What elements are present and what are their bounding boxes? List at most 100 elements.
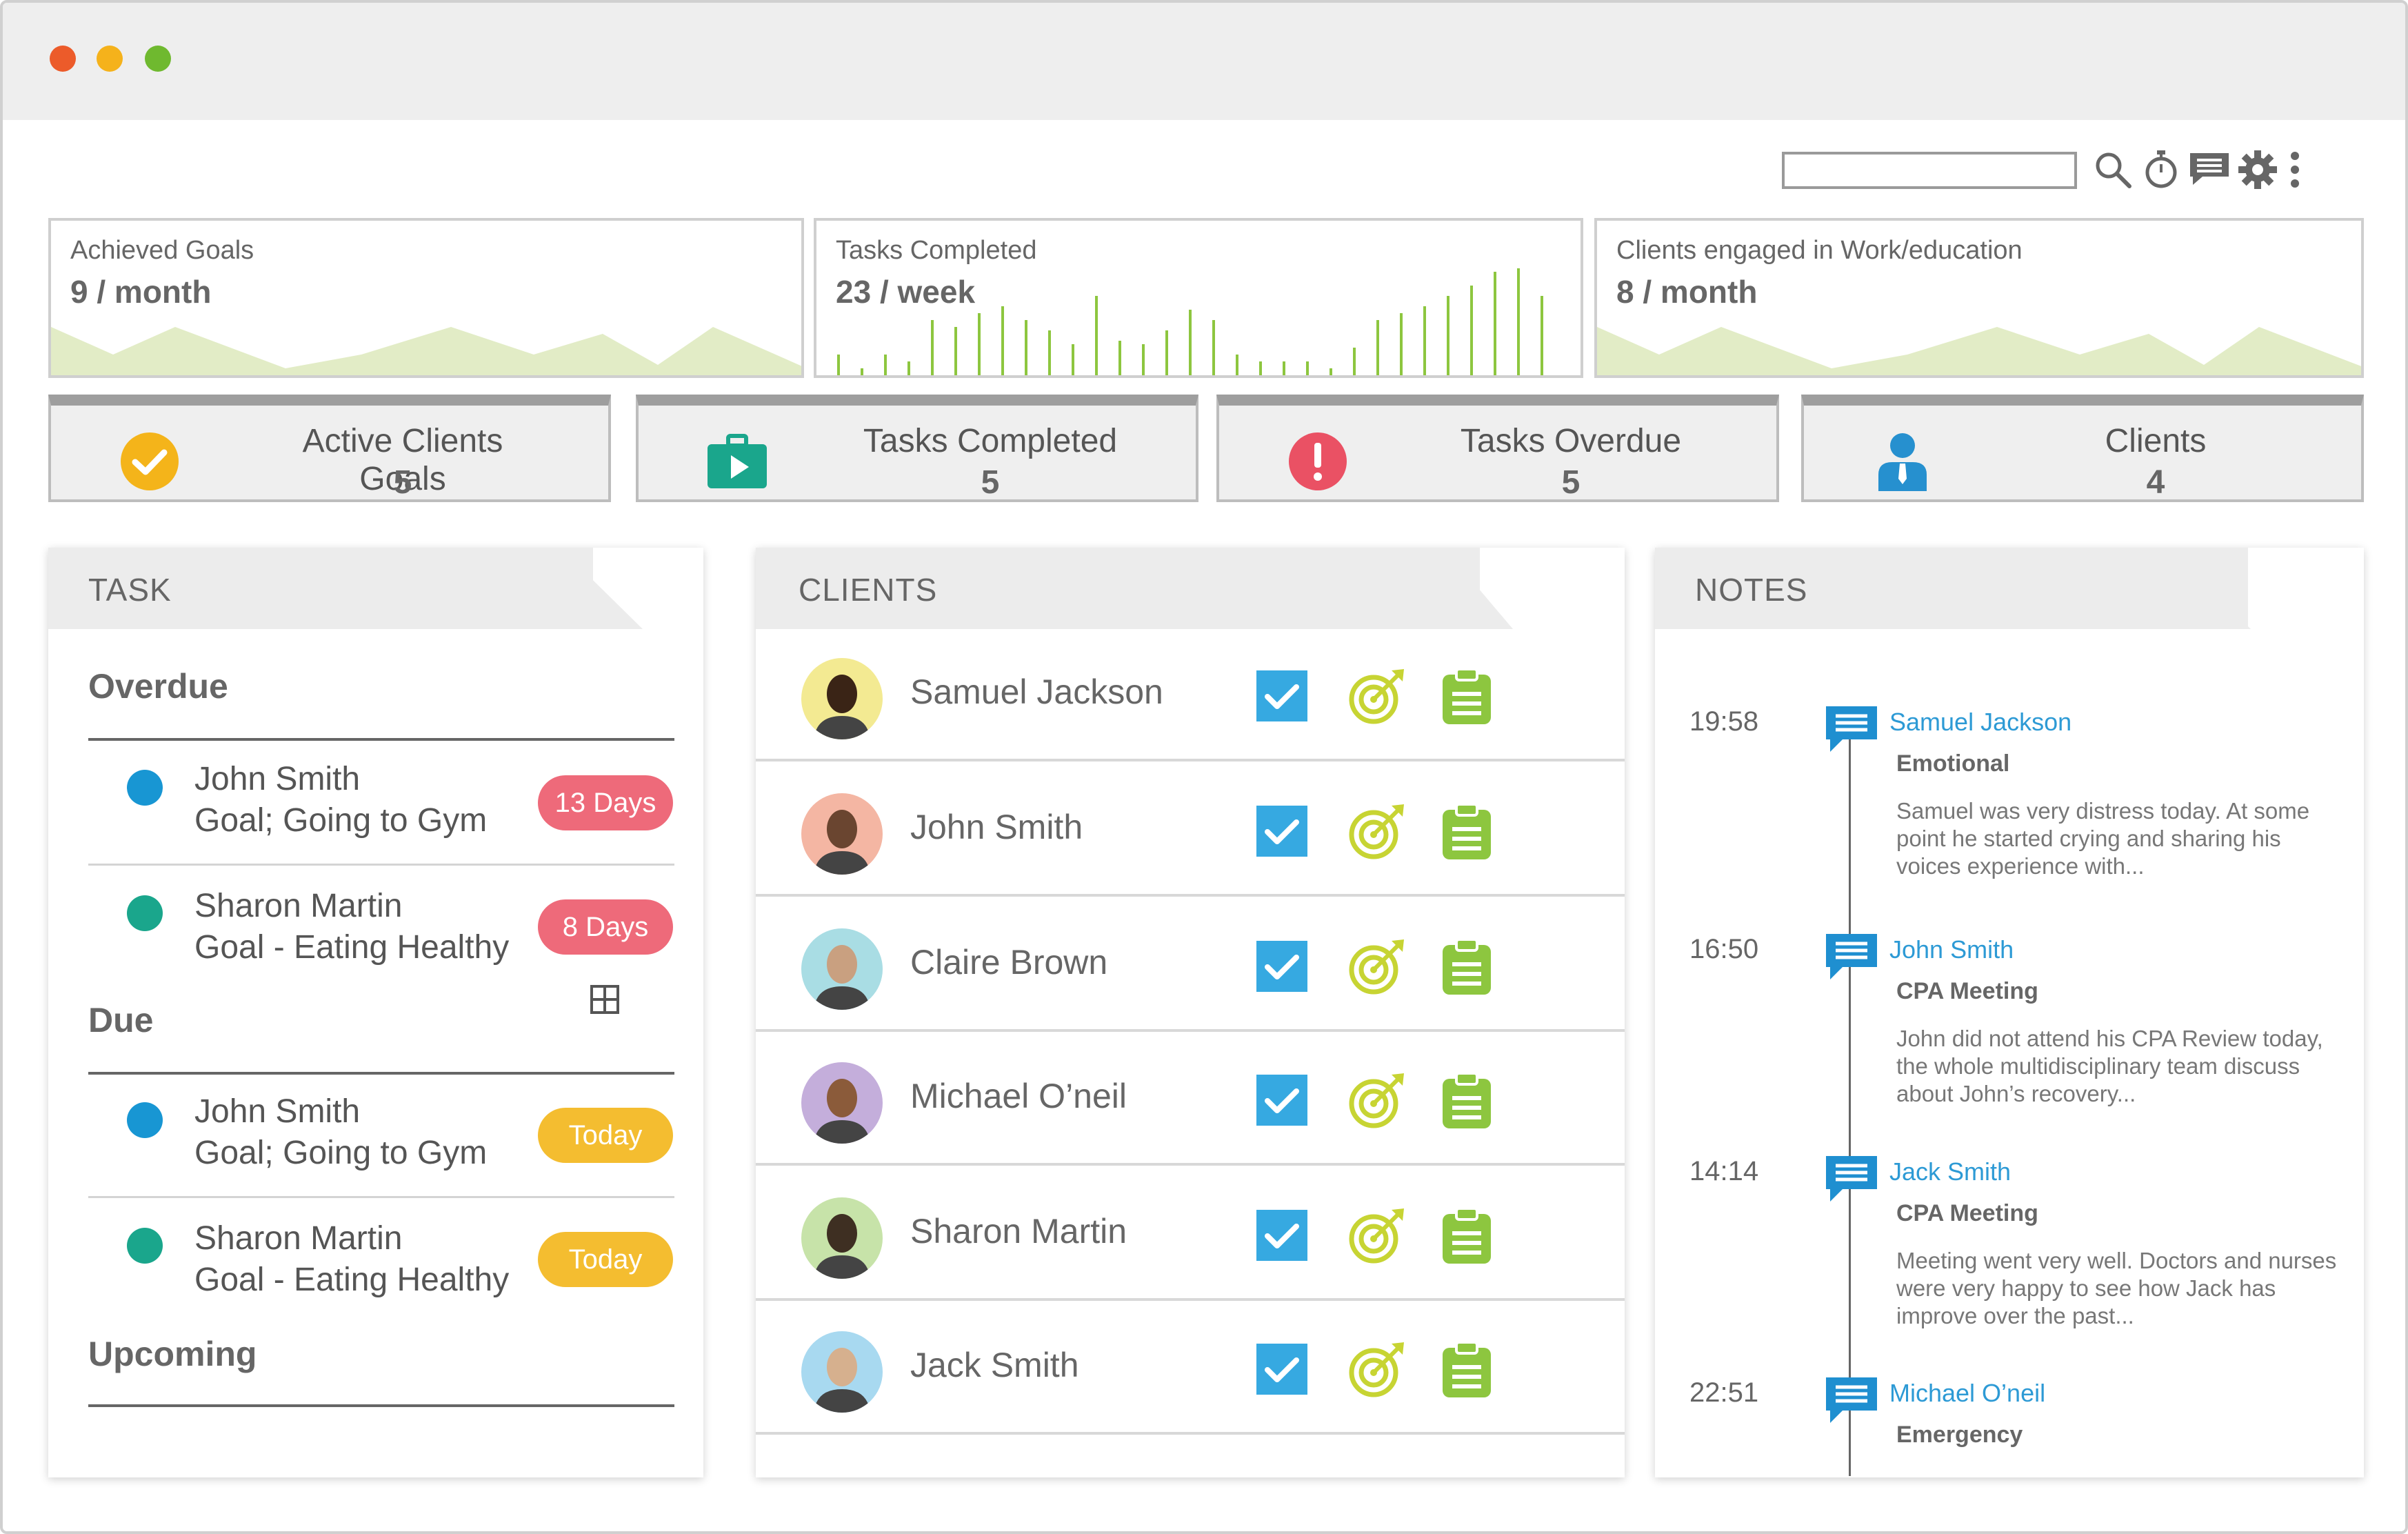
task-client-name: Sharon Martin <box>194 888 403 924</box>
kpi-active-clients-goals[interactable]: Active Clients Goals 5 <box>48 395 611 502</box>
person-icon <box>1878 433 1927 491</box>
client-name: Claire Brown <box>910 943 1108 982</box>
spark-bar <box>1330 368 1332 375</box>
client-row[interactable]: Samuel Jackson <box>756 629 1625 761</box>
search-input[interactable] <box>1782 152 2077 189</box>
target-goal-icon[interactable] <box>1347 1339 1407 1399</box>
spark-bar <box>1189 310 1192 375</box>
note-client-name[interactable]: Samuel Jackson <box>1889 708 2072 736</box>
minimize-window-button[interactable] <box>97 46 123 72</box>
clipboard-notes-icon[interactable] <box>1437 1206 1496 1265</box>
task-panel-header: TASK <box>48 548 643 629</box>
maximize-window-button[interactable] <box>145 46 171 72</box>
kpi-tasks-completed[interactable]: Tasks Completed 5 <box>636 395 1198 502</box>
note-time: 14:14 <box>1689 1156 1759 1186</box>
client-row[interactable]: Sharon Martin <box>756 1168 1625 1301</box>
note-client-name[interactable]: Michael O’neil <box>1889 1379 2046 1407</box>
briefcase-play-icon <box>708 434 767 488</box>
stat-card-clients-engaged: Clients engaged in Work/education 8 / mo… <box>1594 218 2364 378</box>
panel-title: CLIENTS <box>799 572 938 608</box>
kpi-value: 5 <box>981 464 1000 501</box>
checkbox-checked-icon[interactable] <box>1252 1339 1312 1399</box>
check-circle-icon <box>121 432 179 490</box>
section-upcoming: Upcoming <box>88 1335 257 1373</box>
panel-title: NOTES <box>1695 572 1808 608</box>
avatar <box>801 928 883 1010</box>
chat-icon[interactable] <box>2186 145 2233 195</box>
note-chat-icon <box>1826 1377 1877 1423</box>
clipboard-notes-icon[interactable] <box>1437 937 1496 996</box>
clipboard-notes-icon[interactable] <box>1437 666 1496 726</box>
checkbox-checked-icon[interactable] <box>1252 1206 1312 1265</box>
spark-bar <box>1353 348 1356 375</box>
task-goal: Goal; Going to Gym <box>194 1135 488 1171</box>
divider <box>88 864 674 866</box>
stat-label: Tasks Completed <box>836 236 1037 265</box>
kpi-label: Clients <box>2105 423 2207 459</box>
status-dot <box>127 1228 163 1264</box>
note-text: John did not attend his CPA Review today… <box>1896 1026 2323 1106</box>
spark-bar <box>907 361 910 375</box>
stat-label: Achieved Goals <box>70 236 254 265</box>
client-row[interactable]: Jack Smith <box>756 1302 1625 1435</box>
section-overdue: Overdue <box>88 667 228 706</box>
note-type: Emergency <box>1896 1422 2023 1448</box>
sparkline-area <box>51 327 801 375</box>
note-chat-icon <box>1826 706 1877 752</box>
timer-icon[interactable] <box>2138 145 2185 195</box>
stat-card-tasks-completed: Tasks Completed 23 / week <box>814 218 1583 378</box>
spark-bar <box>931 320 934 375</box>
stat-card-achieved-goals: Achieved Goals 9 / month <box>48 218 804 378</box>
notes-panel-header: NOTES <box>1655 548 2248 629</box>
target-goal-icon[interactable] <box>1347 937 1407 996</box>
checkbox-checked-icon[interactable] <box>1252 666 1312 726</box>
note-time: 22:51 <box>1689 1377 1759 1408</box>
close-window-button[interactable] <box>50 46 76 72</box>
more-vertical-icon[interactable] <box>2271 145 2318 195</box>
spark-bar <box>1470 286 1473 375</box>
checkbox-checked-icon[interactable] <box>1252 801 1312 861</box>
kpi-value: 5 <box>393 464 412 501</box>
spark-bar <box>837 355 840 375</box>
client-row[interactable]: Claire Brown <box>756 899 1625 1032</box>
avatar <box>801 658 883 739</box>
panel-title: TASK <box>88 572 172 608</box>
checkbox-checked-icon[interactable] <box>1252 1070 1312 1130</box>
spark-bar <box>1212 320 1215 375</box>
spark-bar <box>1259 361 1262 375</box>
spark-bar <box>1142 344 1145 375</box>
clipboard-notes-icon[interactable] <box>1437 1339 1496 1399</box>
client-name: John Smith <box>910 808 1083 846</box>
note-type: CPA Meeting <box>1896 978 2038 1004</box>
sparkline-area <box>1597 327 2361 375</box>
client-row[interactable]: John Smith <box>756 764 1625 897</box>
avatar <box>801 1197 883 1279</box>
clipboard-notes-icon[interactable] <box>1437 801 1496 861</box>
spark-bar <box>1001 306 1004 375</box>
clipboard-notes-icon[interactable] <box>1437 1070 1496 1130</box>
stat-value: 23 / week <box>836 274 976 310</box>
kpi-tasks-overdue[interactable]: Tasks Overdue 5 <box>1216 395 1779 502</box>
note-client-name[interactable]: Jack Smith <box>1889 1157 2011 1186</box>
note-client-name[interactable]: John Smith <box>1889 935 2014 964</box>
avatar <box>801 1331 883 1413</box>
add-grid-icon[interactable] <box>590 985 619 1014</box>
stat-value: 8 / month <box>1616 274 1758 310</box>
note-text: Samuel was very distress today. At some … <box>1896 798 2310 879</box>
spark-bar <box>1376 320 1379 375</box>
gear-icon[interactable] <box>2234 145 2281 195</box>
checkbox-checked-icon[interactable] <box>1252 937 1312 996</box>
spark-bar <box>1423 306 1426 375</box>
target-goal-icon[interactable] <box>1347 666 1407 726</box>
search-icon[interactable] <box>2089 145 2136 195</box>
kpi-label: Active Clients Goals <box>302 423 503 497</box>
kpi-clients[interactable]: Clients 4 <box>1801 395 2364 502</box>
target-goal-icon[interactable] <box>1347 801 1407 861</box>
client-row[interactable]: Michael O’neil <box>756 1033 1625 1166</box>
target-goal-icon[interactable] <box>1347 1070 1407 1130</box>
notes-panel <box>1655 548 2364 1477</box>
spark-bar <box>1517 268 1520 375</box>
target-goal-icon[interactable] <box>1347 1206 1407 1265</box>
